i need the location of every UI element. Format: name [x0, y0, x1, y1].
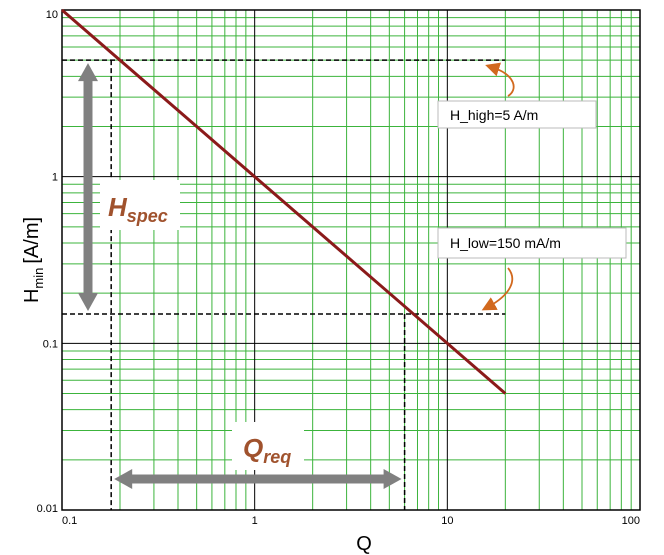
y-axis-label-subscript: min	[31, 268, 46, 289]
h-low-callout-text: H_low=150 mA/m	[450, 235, 561, 251]
minor-gridlines	[62, 10, 640, 510]
y-tick-label: 10	[46, 9, 58, 21]
h-spec-arrow-head-top	[78, 63, 98, 82]
x-tick-label: 1	[252, 515, 258, 527]
series-layer	[61, 8, 507, 395]
h-low-callout-arrow	[481, 267, 514, 311]
svg-text:Hmin[A/m]: Hmin [A/m]	[21, 217, 46, 303]
h-high-callout-text: H_high=5 A/m	[450, 107, 538, 123]
x-tick-label: 100	[622, 515, 640, 527]
reference-lines	[62, 59, 506, 510]
major-gridlines	[62, 10, 640, 510]
y-axis-label-unit: [A/m]	[21, 217, 43, 264]
y-axis-label-main: H	[21, 289, 43, 303]
y-tick-label: 0.1	[43, 338, 58, 350]
h-spec-label-bg	[100, 180, 180, 230]
q-req-label: Qreq	[243, 433, 291, 467]
h-high-callout-arrow	[485, 62, 515, 97]
h-spec-arrow-head-bottom	[78, 292, 98, 311]
callouts	[481, 62, 515, 311]
x-tick-label: 0.1	[62, 515, 77, 527]
q-req-arrow-head-right	[383, 469, 402, 489]
y-tick-label: 1	[52, 172, 58, 184]
q-req-label-bg	[232, 422, 304, 470]
y-axis-label: Hmin [A/m]	[21, 217, 46, 303]
range-arrows	[78, 63, 402, 489]
y-tick-label: 0.01	[37, 503, 58, 515]
plot-frame	[61, 9, 641, 511]
x-axis-label: Q	[356, 533, 372, 555]
q-req-arrow-head-left	[114, 469, 133, 489]
h-high-callout-box	[437, 100, 597, 129]
hmin-vs-q-line	[61, 8, 507, 395]
h-spec-label: Hspec	[108, 192, 168, 226]
tick-labels: 0.1 1 10 100 0.01 0.1 1 10	[37, 9, 640, 527]
x-tick-label: 10	[441, 515, 453, 527]
h-low-callout-box	[437, 227, 627, 259]
